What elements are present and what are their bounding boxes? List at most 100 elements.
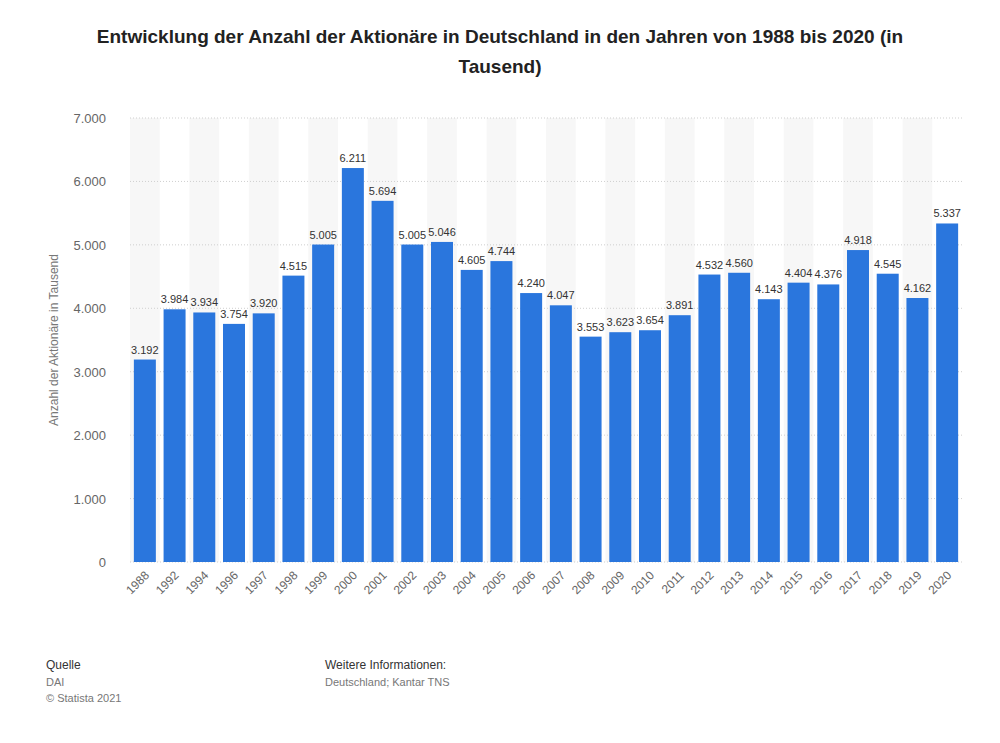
stripe <box>903 118 933 562</box>
stripe <box>189 118 219 562</box>
x-tick-label: 2018 <box>866 568 895 597</box>
x-tick-label: 2012 <box>688 568 717 597</box>
data-label: 3.934 <box>191 296 219 308</box>
x-tick-label: 2010 <box>628 568 657 597</box>
bar <box>817 284 839 562</box>
chart: 01.0002.0003.0004.0005.0006.0007.000Anza… <box>0 0 1000 743</box>
data-label: 3.891 <box>666 299 694 311</box>
bar <box>550 305 572 562</box>
data-label: 4.545 <box>874 258 902 270</box>
y-tick-label: 6.000 <box>73 174 106 189</box>
data-label: 3.754 <box>220 308 248 320</box>
x-tick-label: 2014 <box>747 568 776 597</box>
bar <box>312 245 334 562</box>
data-label: 5.694 <box>369 185 397 197</box>
data-label: 4.162 <box>904 282 932 294</box>
stripe <box>665 118 695 562</box>
bar <box>342 168 364 562</box>
stripe <box>368 118 398 562</box>
x-tick-label: 2017 <box>836 568 865 597</box>
bar <box>401 245 423 562</box>
data-label: 3.553 <box>577 321 605 333</box>
x-tick-label: 2002 <box>391 568 420 597</box>
bars <box>134 168 958 562</box>
y-tick-label: 5.000 <box>73 238 106 253</box>
x-tick-label: 1996 <box>212 568 241 597</box>
stripe <box>487 118 517 562</box>
x-tick-label: 2016 <box>807 568 836 597</box>
bar <box>669 315 691 562</box>
bar <box>758 299 780 562</box>
grid-line <box>130 181 962 182</box>
data-label: 5.337 <box>933 207 961 219</box>
bar <box>223 324 245 562</box>
source: DAI <box>46 676 64 688</box>
bar <box>253 313 275 562</box>
bar <box>282 276 304 562</box>
bar <box>580 337 602 562</box>
data-label: 4.515 <box>280 260 308 272</box>
y-tick-label: 1.000 <box>73 492 106 507</box>
x-tick-label: 2006 <box>509 568 538 597</box>
bar <box>877 274 899 562</box>
data-label: 3.654 <box>636 314 664 326</box>
y-tick-label: 0 <box>99 555 106 570</box>
bar <box>520 293 542 562</box>
bar <box>609 332 631 562</box>
x-tick-label: 2015 <box>777 568 806 597</box>
y-tick-label: 2.000 <box>73 428 106 443</box>
bar <box>847 250 869 562</box>
x-tick-label: 2019 <box>896 568 925 597</box>
bar <box>461 270 483 562</box>
grid-line <box>130 118 962 119</box>
bar <box>788 283 810 562</box>
data-label: 4.240 <box>517 277 545 289</box>
x-tick-label: 1992 <box>153 568 182 597</box>
x-tick-label: 2008 <box>569 568 598 597</box>
x-tick-label: 2001 <box>361 568 390 597</box>
stripe <box>784 118 814 562</box>
copyright: © Statista 2021 <box>46 692 121 704</box>
data-label: 3.984 <box>161 293 189 305</box>
bar <box>936 223 958 562</box>
x-tick-label: 1998 <box>272 568 301 597</box>
x-tick-label: 2003 <box>420 568 449 597</box>
data-label: 4.918 <box>844 234 872 246</box>
data-label: 4.047 <box>547 289 575 301</box>
y-tick-label: 7.000 <box>73 111 106 126</box>
x-tick-label: 2009 <box>599 568 628 597</box>
data-label: 4.560 <box>725 257 753 269</box>
data-label: 5.046 <box>428 226 456 238</box>
title: Entwicklung der Anzahl der Aktionäre in … <box>70 22 930 82</box>
source-heading: Quelle <box>46 658 81 672</box>
data-label: 3.920 <box>250 297 278 309</box>
bar <box>906 298 928 562</box>
stripe <box>308 118 338 562</box>
x-tick-label: 1994 <box>183 568 212 597</box>
data-label: 4.376 <box>815 268 843 280</box>
bar <box>193 312 215 562</box>
x-tick-label: 2005 <box>480 568 509 597</box>
data-label: 5.005 <box>399 229 427 241</box>
x-tick-label: 2000 <box>331 568 360 597</box>
stripe <box>605 118 635 562</box>
stripe <box>724 118 754 562</box>
stripe <box>427 118 457 562</box>
y-tick-label: 3.000 <box>73 365 106 380</box>
x-tick-label: 2004 <box>450 568 479 597</box>
x-tick-label: 2020 <box>925 568 954 597</box>
data-label: 4.532 <box>696 259 724 271</box>
bar <box>490 261 512 562</box>
bar <box>639 330 661 562</box>
bar <box>431 242 453 562</box>
stripe <box>843 118 873 562</box>
stripe <box>249 118 279 562</box>
data-label: 3.623 <box>607 316 635 328</box>
x-tick-label: 2011 <box>659 568 687 596</box>
data-label: 5.005 <box>309 229 337 241</box>
bar <box>698 275 720 562</box>
grid-line <box>130 244 962 245</box>
info: Deutschland; Kantar TNS <box>325 676 450 688</box>
stripe <box>546 118 576 562</box>
data-label: 3.192 <box>131 344 159 356</box>
